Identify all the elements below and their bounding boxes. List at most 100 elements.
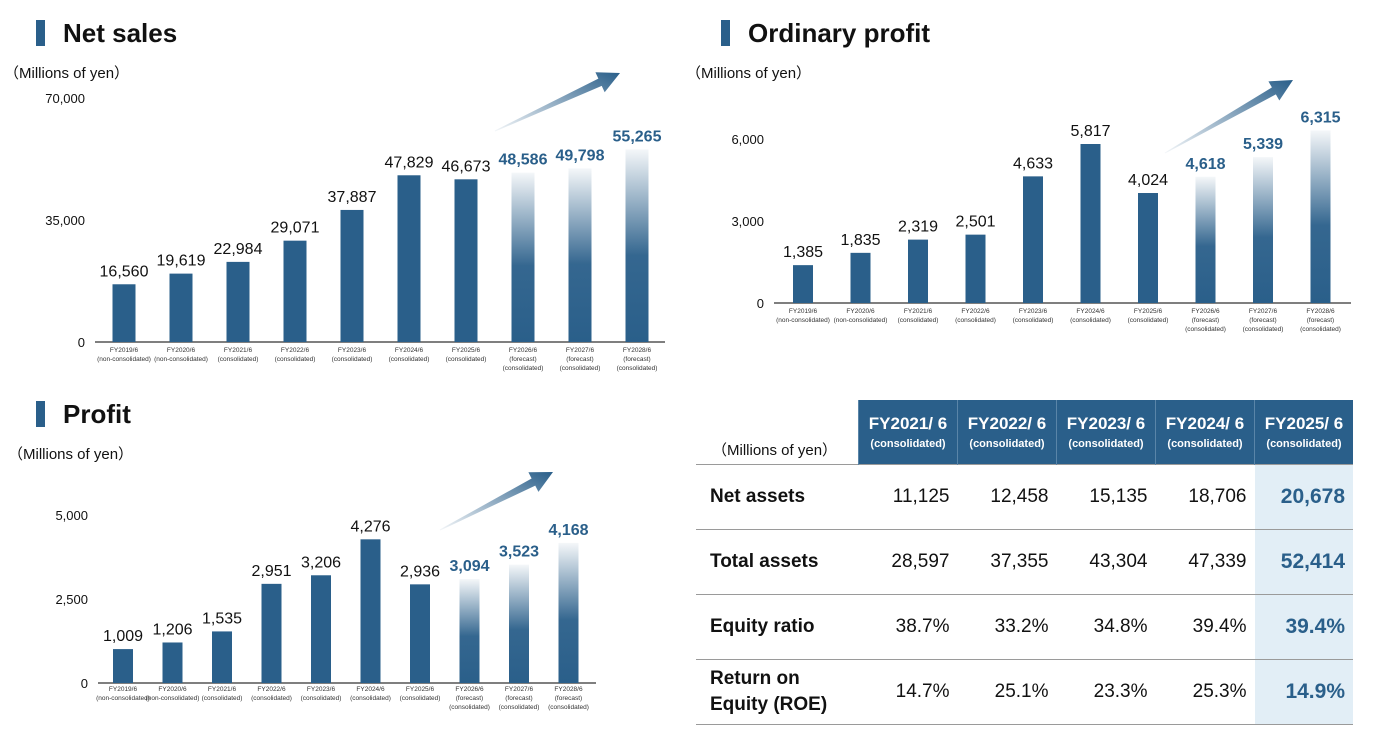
x-tick-label: (consolidated) bbox=[350, 695, 391, 702]
x-tick-label: FY2024/6 bbox=[395, 347, 424, 354]
net-sales-unit: （Millions of yen） bbox=[4, 65, 130, 82]
x-tick-label: (consolidated) bbox=[301, 695, 342, 702]
y-tick-label: 70,000 bbox=[45, 91, 85, 106]
x-tick-label: (forecast) bbox=[623, 356, 650, 363]
x-tick-label: (consolidated) bbox=[251, 695, 292, 702]
x-tick-label: (consolidated) bbox=[548, 704, 589, 711]
x-tick-label: FY2027/6 bbox=[505, 686, 534, 693]
forecast-bar bbox=[1253, 157, 1273, 303]
x-tick-label: FY2022/6 bbox=[961, 308, 990, 315]
table-cell: 15,135 bbox=[1056, 464, 1156, 530]
x-tick-label: (consolidated) bbox=[955, 317, 996, 324]
bar bbox=[908, 239, 928, 303]
x-tick-label: (non-consolidated) bbox=[154, 356, 208, 363]
x-tick-label: (forecast) bbox=[555, 695, 582, 702]
data-label: 49,798 bbox=[556, 147, 605, 164]
table-cell: 43,304 bbox=[1056, 529, 1156, 595]
bar bbox=[283, 240, 307, 342]
table-cell: 28,597 bbox=[858, 529, 958, 595]
bar bbox=[261, 583, 282, 683]
trend-arrow-icon bbox=[494, 72, 620, 132]
column-year: FY2021/ 6 bbox=[868, 414, 948, 433]
data-label: 1,535 bbox=[202, 610, 242, 627]
x-tick-label: FY2023/6 bbox=[1019, 308, 1048, 315]
x-tick-label: FY2026/6 bbox=[509, 347, 538, 354]
bar bbox=[1023, 176, 1043, 303]
data-label: 6,315 bbox=[1300, 109, 1340, 126]
bar bbox=[311, 575, 331, 683]
x-tick-label: FY2028/6 bbox=[623, 347, 652, 354]
data-label: 1,385 bbox=[783, 244, 823, 261]
x-tick-label: (consolidated) bbox=[1070, 317, 1111, 324]
balance-sheet-table: （Millions of yen） FY2021/ 6 (consolidated… bbox=[696, 400, 1353, 725]
data-label: 2,501 bbox=[955, 214, 995, 231]
y-tick-label: 0 bbox=[757, 296, 764, 311]
bar bbox=[850, 252, 871, 303]
x-tick-label: (consolidated) bbox=[202, 695, 243, 702]
x-tick-label: (non-consolidated) bbox=[97, 356, 151, 363]
table-row: Total assets 28,597 37,355 43,304 47,339… bbox=[696, 529, 1353, 595]
x-tick-label: (consolidated) bbox=[1185, 326, 1226, 333]
data-label: 2,936 bbox=[400, 563, 440, 580]
table-cell: 14.7% bbox=[858, 659, 958, 725]
x-tick-label: (consolidated) bbox=[400, 695, 441, 702]
x-tick-label: (consolidated) bbox=[1300, 326, 1341, 333]
table-cell-highlight: 20,678 bbox=[1254, 464, 1353, 530]
data-label: 29,071 bbox=[271, 220, 320, 237]
x-tick-label: FY2022/6 bbox=[257, 686, 286, 693]
bar bbox=[397, 175, 421, 342]
net-sales-title-marker bbox=[36, 20, 45, 46]
x-tick-label: (forecast) bbox=[566, 356, 593, 363]
x-tick-label: (forecast) bbox=[1307, 317, 1334, 324]
y-tick-label: 2,500 bbox=[55, 592, 88, 607]
bar bbox=[793, 265, 813, 303]
y-tick-label: 0 bbox=[81, 676, 88, 691]
bar bbox=[169, 273, 193, 342]
data-label: 2,319 bbox=[898, 219, 938, 236]
table-cell: 39.4% bbox=[1155, 594, 1255, 660]
bar bbox=[113, 649, 133, 683]
bar bbox=[1138, 193, 1158, 303]
bar bbox=[212, 631, 232, 683]
bar bbox=[410, 584, 430, 683]
x-tick-label: (consolidated) bbox=[1243, 326, 1284, 333]
x-tick-label: FY2023/6 bbox=[338, 347, 367, 354]
data-label: 46,673 bbox=[442, 158, 491, 175]
x-tick-label: FY2020/6 bbox=[846, 308, 875, 315]
data-label: 4,618 bbox=[1185, 156, 1225, 173]
data-label: 19,619 bbox=[157, 253, 206, 270]
forecast-bar bbox=[558, 542, 579, 683]
column-year: FY2023/ 6 bbox=[1066, 414, 1146, 433]
profit-unit: （Millions of yen） bbox=[8, 446, 134, 463]
data-label: 5,339 bbox=[1243, 136, 1283, 153]
column-header: FY2025/ 6 (consolidated) bbox=[1254, 400, 1353, 465]
x-tick-label: (consolidated) bbox=[560, 365, 601, 372]
x-tick-label: (consolidated) bbox=[332, 356, 373, 363]
table-cell: 11,125 bbox=[858, 464, 958, 530]
table-unit-label: （Millions of yen） bbox=[696, 400, 859, 465]
bar bbox=[360, 539, 381, 683]
column-header: FY2024/ 6 (consolidated) bbox=[1155, 400, 1255, 465]
table-cell: 18,706 bbox=[1155, 464, 1255, 530]
x-tick-label: (non-consolidated) bbox=[834, 317, 888, 324]
data-label: 3,094 bbox=[449, 558, 489, 575]
data-label: 1,206 bbox=[152, 621, 192, 638]
ordinary-profit-title-marker bbox=[721, 20, 730, 46]
data-label: 3,206 bbox=[301, 554, 341, 571]
x-tick-label: (forecast) bbox=[509, 356, 536, 363]
bar bbox=[340, 209, 364, 342]
data-label: 4,276 bbox=[350, 518, 390, 535]
data-label: 55,265 bbox=[613, 128, 662, 145]
x-tick-label: FY2025/6 bbox=[452, 347, 481, 354]
table-cell-highlight: 39.4% bbox=[1254, 594, 1353, 660]
x-tick-label: (consolidated) bbox=[617, 365, 658, 372]
x-tick-label: (consolidated) bbox=[275, 356, 316, 363]
data-label: 4,633 bbox=[1013, 155, 1053, 172]
y-tick-label: 5,000 bbox=[55, 508, 88, 523]
ordinary-profit-chart: 6,000 3,000 0 1,385 FY2019/6 (non-consolidate… bbox=[731, 80, 1351, 333]
forecast-bar bbox=[459, 579, 480, 683]
x-tick-label: (consolidated) bbox=[218, 356, 259, 363]
x-tick-label: (consolidated) bbox=[389, 356, 430, 363]
x-tick-label: (forecast) bbox=[1192, 317, 1219, 324]
x-tick-label: (non-consolidated) bbox=[96, 695, 150, 702]
